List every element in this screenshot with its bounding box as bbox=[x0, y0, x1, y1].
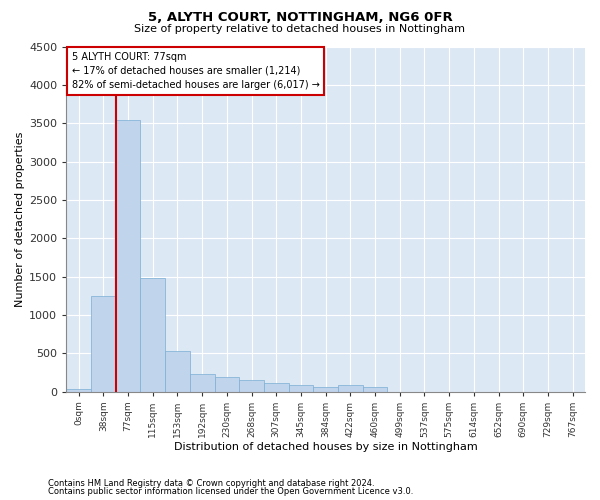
Text: 5, ALYTH COURT, NOTTINGHAM, NG6 0FR: 5, ALYTH COURT, NOTTINGHAM, NG6 0FR bbox=[148, 11, 452, 24]
Bar bbox=[165, 351, 190, 392]
Bar bbox=[190, 374, 215, 392]
Bar bbox=[215, 377, 239, 392]
Bar bbox=[140, 278, 165, 392]
Bar bbox=[313, 388, 338, 392]
Bar bbox=[116, 120, 140, 392]
Bar bbox=[338, 386, 363, 392]
Bar bbox=[67, 389, 91, 392]
Bar bbox=[363, 388, 388, 392]
Text: Contains public sector information licensed under the Open Government Licence v3: Contains public sector information licen… bbox=[48, 488, 413, 496]
Bar bbox=[91, 296, 116, 392]
Text: Contains HM Land Registry data © Crown copyright and database right 2024.: Contains HM Land Registry data © Crown c… bbox=[48, 478, 374, 488]
Y-axis label: Number of detached properties: Number of detached properties bbox=[15, 132, 25, 306]
Text: Size of property relative to detached houses in Nottingham: Size of property relative to detached ho… bbox=[134, 24, 466, 34]
Bar bbox=[239, 380, 264, 392]
Text: 5 ALYTH COURT: 77sqm
← 17% of detached houses are smaller (1,214)
82% of semi-de: 5 ALYTH COURT: 77sqm ← 17% of detached h… bbox=[71, 52, 319, 90]
Bar bbox=[264, 383, 289, 392]
Bar bbox=[289, 386, 313, 392]
X-axis label: Distribution of detached houses by size in Nottingham: Distribution of detached houses by size … bbox=[174, 442, 478, 452]
